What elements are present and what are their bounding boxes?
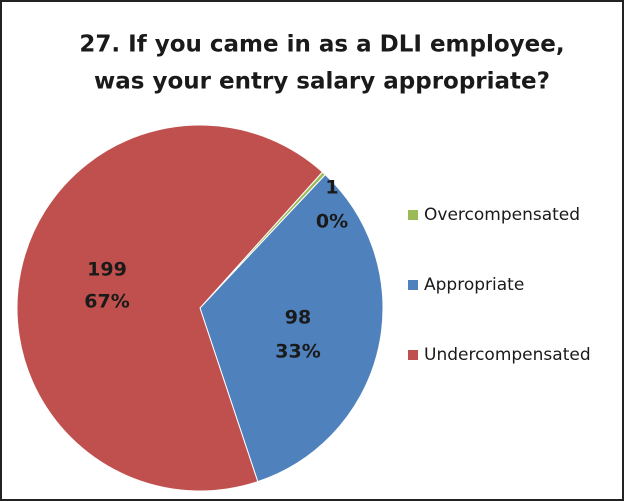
data-label: 98 bbox=[285, 307, 311, 329]
data-label: 0% bbox=[316, 211, 348, 233]
chart-title: 27. If you came in as a DLI employee, bbox=[79, 32, 564, 58]
chart-title: was your entry salary appropriate? bbox=[94, 69, 550, 95]
pie-slice bbox=[199, 173, 384, 483]
legend-label: Appropriate bbox=[424, 275, 524, 295]
legend-swatch bbox=[408, 280, 418, 290]
legend-label: Overcompensated bbox=[424, 205, 580, 225]
data-label: 1 bbox=[325, 177, 338, 199]
legend-swatch bbox=[408, 350, 418, 360]
legend-label: Undercompensated bbox=[424, 345, 591, 365]
legend-swatch bbox=[408, 210, 418, 220]
data-label: 67% bbox=[84, 291, 129, 313]
data-label: 33% bbox=[275, 341, 320, 363]
data-label: 199 bbox=[87, 259, 127, 281]
pie-slice bbox=[16, 124, 324, 492]
